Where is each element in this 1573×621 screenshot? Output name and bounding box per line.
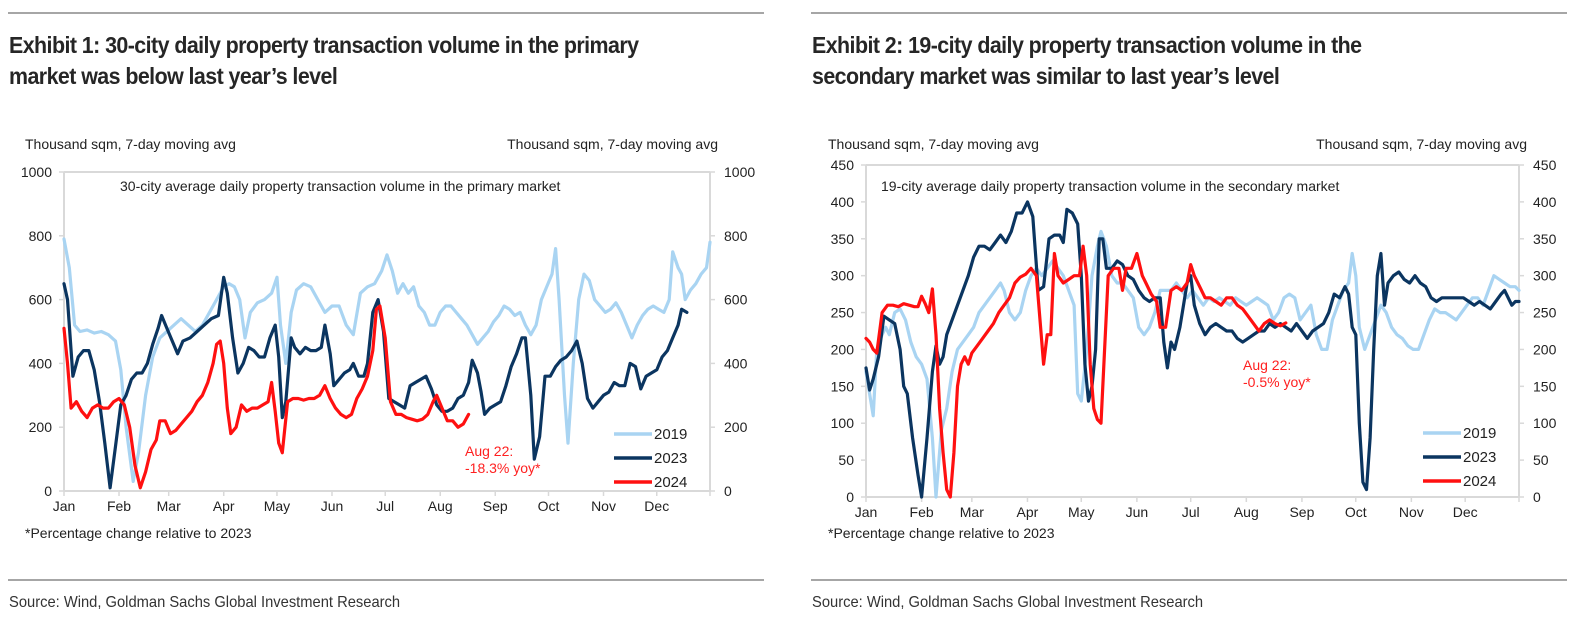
- x-tick-label: Feb: [107, 498, 131, 514]
- y-tick-label-right: 400: [724, 355, 748, 371]
- right-axis-unit-label: Thousand sqm, 7-day moving avg: [1316, 136, 1527, 152]
- x-tick-label: Mar: [960, 504, 984, 520]
- footnote: *Percentage change relative to 2023: [25, 525, 252, 541]
- bottom-divider: [8, 579, 764, 581]
- x-tick-label: Mar: [157, 498, 181, 514]
- legend-label-2023: 2023: [1463, 449, 1496, 466]
- bottom-divider: [811, 579, 1567, 581]
- x-tick-label: Feb: [910, 504, 934, 520]
- y-tick-label-right: 0: [724, 483, 732, 499]
- y-tick-label-left: 250: [831, 305, 855, 321]
- right-axis-unit-label: Thousand sqm, 7-day moving avg: [507, 136, 718, 152]
- y-tick-label-left: 450: [831, 157, 855, 173]
- x-tick-label: Nov: [591, 498, 616, 514]
- x-tick-label: Sep: [483, 498, 508, 514]
- x-tick-label: Jun: [321, 498, 344, 514]
- top-divider: [8, 12, 764, 14]
- legend-label-2024: 2024: [654, 474, 687, 491]
- y-tick-label-right: 400: [1533, 194, 1557, 210]
- exhibit-title-line-2: secondary market was similar to last yea…: [812, 63, 1280, 89]
- series-line-2023: [62, 275, 689, 490]
- y-tick-label-left: 1000: [21, 164, 52, 180]
- y-tick-label-left: 400: [831, 194, 855, 210]
- exhibit-title-line-1: Exhibit 1: 30-city daily property transa…: [9, 32, 639, 58]
- exhibit-title-line-2: market was below last year’s level: [9, 63, 338, 89]
- series-line-2024: [864, 244, 1288, 499]
- x-tick-label: Jun: [1126, 504, 1149, 520]
- exhibit-title-line-1: Exhibit 2: 19-city daily property transa…: [812, 32, 1362, 58]
- series-line-2019: [864, 229, 1521, 499]
- exhibit-2-panel: Exhibit 2: 19-city daily property transa…: [803, 0, 1573, 621]
- y-tick-label-left: 300: [831, 268, 855, 284]
- y-tick-label-right: 800: [724, 228, 748, 244]
- x-tick-label: Jan: [53, 498, 76, 514]
- x-tick-label: Oct: [538, 498, 560, 514]
- annotation-line-1: Aug 22:: [465, 443, 513, 459]
- exhibit-2-title: Exhibit 2: 19-city daily property transa…: [812, 30, 1519, 92]
- x-tick-label: May: [264, 498, 290, 514]
- annotation-line-2: -18.3% yoy*: [465, 460, 541, 476]
- y-tick-label-right: 0: [1533, 489, 1541, 505]
- y-tick-label-right: 50: [1533, 452, 1549, 468]
- y-tick-label-right: 600: [724, 292, 748, 308]
- y-tick-label-right: 200: [724, 419, 748, 435]
- source-note: Source: Wind, Goldman Sachs Global Inves…: [812, 594, 1204, 611]
- source-note: Source: Wind, Goldman Sachs Global Inves…: [9, 594, 401, 611]
- x-tick-label: May: [1068, 504, 1094, 520]
- x-tick-label: Apr: [1017, 504, 1039, 520]
- y-tick-label-left: 50: [838, 452, 854, 468]
- y-tick-label-left: 100: [831, 415, 855, 431]
- x-tick-label: Aug: [428, 498, 453, 514]
- x-tick-label: Dec: [1453, 504, 1478, 520]
- series-line-2024: [62, 304, 471, 490]
- x-tick-label: Jul: [376, 498, 394, 514]
- series-line-2019: [62, 237, 712, 483]
- series-line-2023: [864, 200, 1521, 499]
- y-tick-label-left: 350: [831, 231, 855, 247]
- x-tick-label: Dec: [644, 498, 669, 514]
- footnote: *Percentage change relative to 2023: [828, 525, 1055, 541]
- exhibit-1-title: Exhibit 1: 30-city daily property transa…: [9, 30, 716, 92]
- left-axis-unit-label: Thousand sqm, 7-day moving avg: [828, 136, 1039, 152]
- y-tick-label-left: 400: [29, 355, 53, 371]
- y-tick-label-right: 150: [1533, 378, 1557, 394]
- chart-inner-title: 30-city average daily property transacti…: [120, 178, 561, 194]
- y-tick-label-right: 1000: [724, 164, 755, 180]
- y-tick-label-right: 200: [1533, 341, 1557, 357]
- legend-label-2023: 2023: [654, 450, 687, 467]
- x-tick-label: Aug: [1234, 504, 1259, 520]
- top-divider: [811, 12, 1567, 14]
- y-tick-label-right: 250: [1533, 305, 1557, 321]
- y-tick-label-left: 200: [831, 341, 855, 357]
- exhibit-1-chart: Thousand sqm, 7-day moving avg Thousand s…: [21, 136, 756, 541]
- x-tick-label: Apr: [213, 498, 235, 514]
- y-tick-label-left: 0: [44, 483, 52, 499]
- y-tick-label-left: 0: [846, 489, 854, 505]
- exhibit-2-chart: Thousand sqm, 7-day moving avg Thousand s…: [828, 136, 1557, 541]
- x-tick-label: Nov: [1399, 504, 1424, 520]
- chart-inner-title: 19-city average daily property transacti…: [881, 178, 1339, 194]
- exhibit-1-panel: Exhibit 1: 30-city daily property transa…: [0, 0, 770, 621]
- x-tick-label: Jan: [855, 504, 878, 520]
- y-tick-label-right: 450: [1533, 157, 1557, 173]
- x-tick-label: Sep: [1289, 504, 1314, 520]
- annotation-line-2: -0.5% yoy*: [1243, 374, 1311, 390]
- annotation-line-1: Aug 22:: [1243, 357, 1291, 373]
- legend-label-2024: 2024: [1463, 473, 1496, 490]
- y-tick-label-left: 800: [29, 228, 53, 244]
- y-tick-label-right: 350: [1533, 231, 1557, 247]
- y-tick-label-right: 100: [1533, 415, 1557, 431]
- left-axis-unit-label: Thousand sqm, 7-day moving avg: [25, 136, 236, 152]
- y-tick-label-left: 200: [29, 419, 53, 435]
- x-tick-label: Oct: [1345, 504, 1367, 520]
- y-tick-label-left: 150: [831, 378, 855, 394]
- legend-label-2019: 2019: [1463, 425, 1496, 442]
- legend-label-2019: 2019: [654, 426, 687, 443]
- y-tick-label-left: 600: [29, 292, 53, 308]
- x-tick-label: Jul: [1182, 504, 1200, 520]
- y-tick-label-right: 300: [1533, 268, 1557, 284]
